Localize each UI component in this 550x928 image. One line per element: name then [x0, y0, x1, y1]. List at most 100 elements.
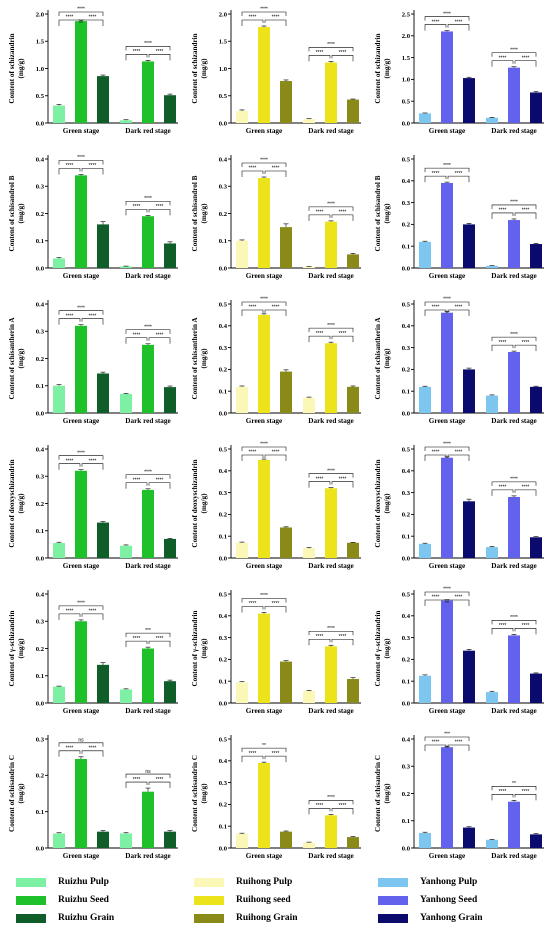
y-tick-label: 0.3	[219, 635, 228, 642]
significance-label: ****	[499, 485, 507, 491]
significance-bracket	[125, 201, 171, 206]
y-tick-label: 0.0	[402, 120, 411, 127]
significance-bracket	[424, 24, 447, 31]
x-tick-label: Dark red stage	[491, 707, 536, 715]
y-axis-label-line: Content of γ-schizandrin	[8, 610, 16, 686]
legend-item-yanhong-grain: Yanhong Grain	[378, 910, 483, 926]
x-tick-label: Dark red stage	[125, 852, 170, 860]
y-tick-label: 0.3	[402, 490, 411, 497]
significance-bracket	[447, 24, 470, 31]
significance-label: ****	[499, 208, 507, 214]
significance-label: ****	[260, 7, 268, 13]
bar	[463, 224, 475, 268]
significance-label: ****	[156, 49, 164, 55]
significance-bracket	[514, 212, 537, 219]
significance-label: ****	[260, 593, 268, 599]
bar	[508, 67, 520, 123]
y-tick-label: 2.5	[402, 11, 411, 18]
bar	[164, 95, 176, 123]
bar	[142, 791, 154, 848]
bar	[258, 613, 270, 703]
significance-label: ****	[156, 332, 164, 338]
significance-label: ****	[522, 485, 530, 491]
significance-label: ****	[455, 19, 463, 25]
bar	[303, 842, 315, 848]
significance-label: ****	[432, 171, 440, 177]
significance-label: ****	[66, 15, 74, 21]
y-tick-label: 0.0	[219, 555, 228, 562]
bar	[280, 227, 292, 268]
bar	[486, 692, 498, 703]
legend-item-ruizhu-grain: Ruizhu Grain	[16, 910, 114, 926]
x-tick-label: Dark red stage	[491, 562, 536, 570]
significance-bracket	[308, 327, 354, 333]
bar	[53, 686, 65, 703]
y-axis-label: Content of schisantherin A(mg/g)	[191, 317, 208, 400]
y-axis-label-line: (mg/g)	[17, 203, 25, 224]
y-axis-label-line: Content of schizandrin	[8, 33, 16, 103]
bar	[303, 397, 315, 413]
bar	[280, 831, 292, 848]
significance-bracket	[148, 337, 171, 344]
y-tick-label: 0.4	[402, 178, 411, 185]
legend-label: Ruizhu Pulp	[58, 877, 109, 887]
y-tick-label: 0.0	[402, 700, 411, 707]
significance-label: ****	[432, 305, 440, 311]
y-tick-label: 0.0	[219, 700, 228, 707]
y-axis-label-line: Content of schisandrin C	[191, 755, 199, 832]
significance-label: ****	[156, 777, 164, 783]
bar	[75, 21, 87, 123]
significance-label: ****	[316, 50, 324, 56]
significance-label: ****	[327, 42, 335, 48]
y-axis-label-line: (mg/g)	[17, 783, 25, 804]
y-axis-label-line: (mg/g)	[200, 638, 208, 659]
y-axis-label-line: Content of γ-schizandrin	[374, 610, 382, 686]
bar	[303, 119, 315, 123]
y-tick-label: 0.4	[219, 468, 228, 475]
significance-bracket	[491, 204, 537, 209]
x-tick-label: Dark red stage	[125, 562, 170, 570]
y-tick-label: 0.0	[36, 410, 45, 417]
bar	[303, 548, 315, 558]
significance-bracket	[148, 640, 171, 648]
bar	[280, 371, 292, 413]
y-tick-label: 0.4	[219, 758, 228, 765]
significance-label: ****	[144, 196, 152, 202]
bar	[325, 343, 337, 413]
significance-label: ****	[66, 458, 74, 464]
significance-bracket	[58, 455, 104, 460]
significance-bracket	[308, 206, 354, 211]
bar	[347, 254, 359, 268]
chart-panel: Content of deoxyschizandrin(mg/g) 0.0 0.1 0…	[183, 435, 366, 580]
bar	[142, 344, 154, 413]
significance-bracket	[331, 55, 354, 62]
y-tick-label: 0.2	[219, 211, 228, 218]
y-tick-label: 0.4	[36, 446, 45, 453]
significance-label: ****	[144, 41, 152, 47]
y-tick-label: 0.4	[402, 323, 411, 330]
significance-bracket	[241, 454, 264, 461]
significance-label: ****	[455, 450, 463, 456]
significance-bracket	[81, 463, 104, 470]
significance-bracket	[241, 170, 264, 177]
bar	[441, 31, 453, 123]
legend-swatch	[194, 913, 224, 923]
significance-label: ****	[89, 15, 97, 21]
significance-label: ****	[327, 795, 335, 801]
significance-label: ****	[66, 163, 74, 169]
significance-bracket	[264, 606, 287, 613]
x-tick-label: Dark red stage	[491, 852, 536, 860]
bar	[486, 839, 498, 848]
significance-label: ****	[249, 751, 257, 757]
bar	[53, 258, 65, 268]
significance-label: ****	[327, 468, 335, 474]
significance-label: ****	[249, 15, 257, 21]
bar	[441, 312, 453, 413]
bar	[463, 78, 475, 123]
significance-label: ****	[77, 601, 85, 607]
bar	[508, 801, 520, 848]
significance-label: ****	[339, 634, 347, 640]
significance-bracket	[331, 335, 354, 343]
significance-label: **	[262, 743, 266, 749]
bar	[441, 457, 453, 558]
